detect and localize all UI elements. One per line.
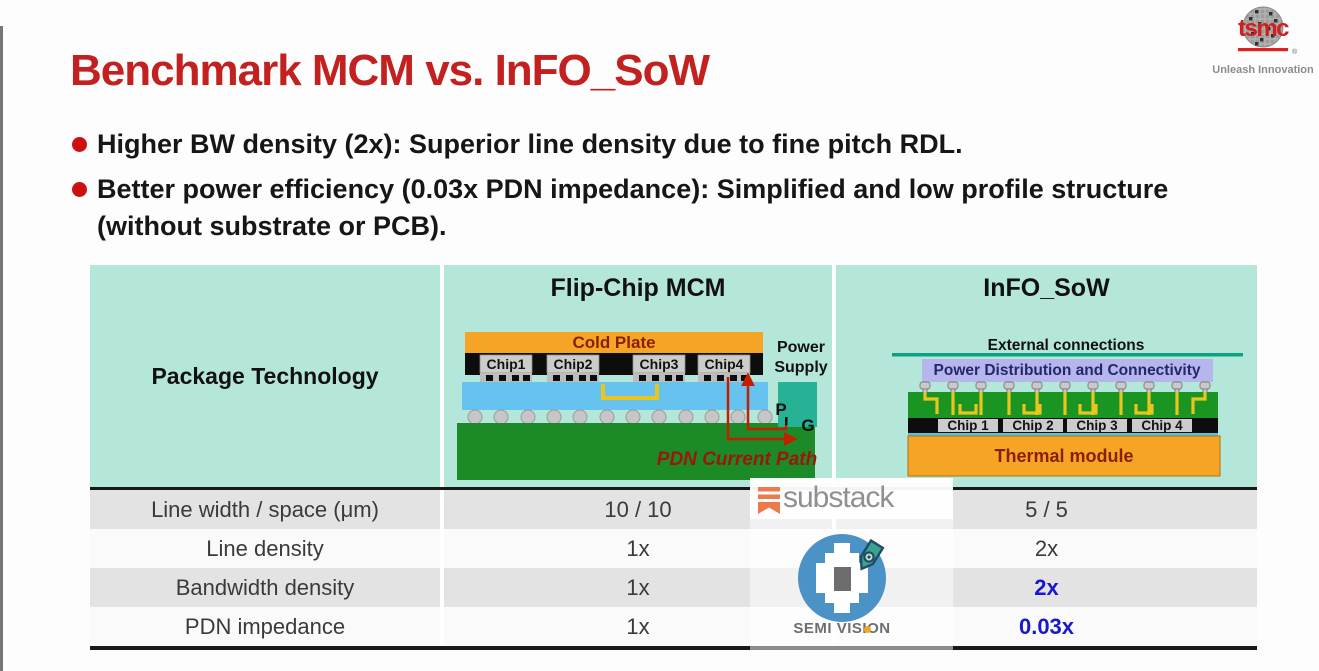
cold-plate <box>465 332 763 353</box>
external-connections-label: External connections <box>988 337 1145 354</box>
tsmc-logo: tsmc ® <box>1238 6 1298 56</box>
external-connections-line <box>892 353 1243 357</box>
g-terminal-label: G <box>801 416 814 435</box>
mcm-value: 1x <box>626 574 650 600</box>
mcm-chips: Chip1 Chip2 Chip3 Chip4 <box>479 354 751 382</box>
rdl-traces <box>923 392 1207 415</box>
video-edge-artifact <box>0 26 3 671</box>
tsmc-wordmark: tsmc <box>1238 15 1289 42</box>
pdn-arrow-chip-to-ground <box>726 377 798 446</box>
power-distribution-bar <box>922 359 1213 382</box>
sow-value-highlight: 2x <box>1034 574 1059 600</box>
bullet-text: Higher BW density (2x): Superior line de… <box>97 129 963 159</box>
table-row: Line density 1x 2x <box>90 529 1257 568</box>
column-divider <box>440 568 444 607</box>
tsmc-wafer-icon: tsmc ® <box>1238 6 1298 56</box>
semi-vision-label: SEMI VISION <box>793 620 891 637</box>
chip-label: Chip 4 <box>1141 418 1183 433</box>
row-label: Bandwidth density <box>175 574 355 600</box>
p-terminal-pin <box>785 417 788 425</box>
chip-label: Chip 1 <box>947 418 989 433</box>
mcm-chip1: Chip1 <box>479 354 533 382</box>
mcm-value: 1x <box>626 535 650 561</box>
chip-label: Chip4 <box>705 356 744 372</box>
table-corner-cell: Package Technology <box>90 265 440 487</box>
bullet-item: Better power efficiency (0.03x PDN imped… <box>72 171 1242 245</box>
table-bottom-rule <box>90 646 1257 650</box>
row-label: Line density <box>206 535 324 561</box>
bullet-icon <box>72 137 87 152</box>
column-divider <box>440 607 444 646</box>
column-header-sow: InFO_SoW <box>983 274 1110 302</box>
sow-chips: Chip 1 Chip 2 Chip 3 Chip 4 <box>938 418 1192 433</box>
chip-label: Chip 2 <box>1012 418 1053 433</box>
power-distribution-label: Power Distribution and Connectivity <box>934 362 1201 379</box>
row-label: Line width / space (μm) <box>151 496 379 522</box>
chip-label: Chip 3 <box>1076 418 1118 433</box>
mcm-chip3: Chip3 <box>632 354 686 382</box>
pcb <box>457 423 815 480</box>
power-supply-box <box>778 382 817 427</box>
mcm-chip4: Chip4 <box>697 354 751 382</box>
table-row: Bandwidth density 1x 2x <box>90 568 1257 607</box>
tsmc-tagline: Unleash Innovation <box>1212 64 1314 76</box>
p-terminal-label: P <box>775 400 786 419</box>
chip-label: Chip2 <box>554 356 593 372</box>
semi-vision-o-dot <box>864 626 871 633</box>
tsmc-underline <box>1238 48 1288 52</box>
column-header-mcm: Flip-Chip MCM <box>550 274 726 302</box>
power-supply-label-1: Power <box>777 339 825 356</box>
mcm-value: 10 / 10 <box>604 496 672 522</box>
table-row: Line width / space (μm) 10 / 10 5 / 5 <box>90 490 1257 529</box>
thermal-module-label: Thermal module <box>994 446 1133 466</box>
adhesive-layer <box>908 433 1218 436</box>
bullet-item: Higher BW density (2x): Superior line de… <box>72 126 1242 163</box>
chip-label: Chip1 <box>487 356 526 372</box>
solder-balls <box>467 409 773 425</box>
chip-label: Chip3 <box>640 356 679 372</box>
substrate-trace <box>601 384 659 400</box>
column-divider <box>440 529 444 568</box>
mcm-diagram: Cold Plate Chip1 Chip2 <box>457 332 828 480</box>
mcm-chip2: Chip2 <box>546 354 600 382</box>
bullet-text: Better power efficiency (0.03x PDN imped… <box>97 174 1169 241</box>
page-title: Benchmark MCM vs. InFO_SoW <box>70 46 710 95</box>
table-row: PDN impedance 1x 0.03x <box>90 607 1257 646</box>
pdn-current-path-label: PDN Current Path <box>657 449 817 470</box>
sow-value: 2x <box>1034 535 1059 561</box>
sow-value-highlight: 0.03x <box>1018 613 1075 639</box>
tim-layer <box>465 353 763 375</box>
bullet-list: Higher BW density (2x): Superior line de… <box>72 126 1242 253</box>
power-supply-label-2: Supply <box>774 359 827 376</box>
semi-vision-logo <box>798 534 886 622</box>
cold-plate-label: Cold Plate <box>572 333 655 352</box>
thermal-module <box>907 435 1221 477</box>
substack-icon <box>758 487 780 514</box>
substack-wordmark: substack <box>783 481 894 514</box>
pencil-icon <box>859 538 885 571</box>
watermark-box <box>750 478 953 519</box>
pdn-arrow-supply-to-chip <box>741 372 788 431</box>
package-technology-label: Package Technology <box>151 362 379 389</box>
sow-diagram: External connections Power Distribution … <box>892 337 1243 477</box>
table-top-rule <box>90 487 1257 491</box>
registered-mark: ® <box>1292 48 1298 56</box>
sow-value: 5 / 5 <box>1025 496 1068 522</box>
wafer-die <box>834 567 851 591</box>
column-divider <box>440 490 444 529</box>
connector-pins <box>919 381 1211 395</box>
mcm-value: 1x <box>626 613 650 639</box>
bullet-icon <box>72 182 87 197</box>
row-label: PDN impedance <box>184 613 346 639</box>
